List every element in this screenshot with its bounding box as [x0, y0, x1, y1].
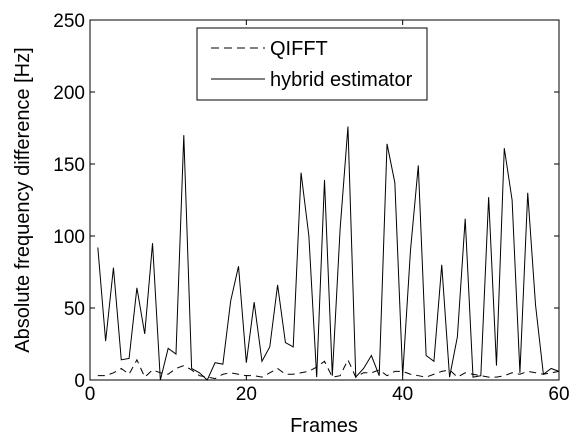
x-tick-label: 40	[392, 384, 413, 405]
plot-layer	[97, 126, 560, 381]
series-line-1	[97, 126, 560, 381]
axis-ticks: 0 20 40 60 0 50 100 150 200 250	[53, 11, 569, 405]
y-tick-label: 50	[64, 299, 85, 320]
legend-label-hybrid: hybrid estimator	[270, 69, 413, 91]
y-tick-label: 150	[53, 155, 85, 176]
x-tick-label: 0	[85, 384, 96, 405]
x-axis-label: Frames	[290, 415, 358, 437]
legend-box	[196, 27, 428, 101]
y-axis-label: Absolute frequency difference [Hz]	[12, 47, 34, 352]
y-tick-label: 100	[53, 227, 85, 248]
plot-area-frame	[89, 19, 560, 381]
x-tick-label: 60	[548, 384, 569, 405]
x-tick-label: 20	[236, 384, 257, 405]
y-tick-label: 0	[74, 371, 85, 392]
legend-label-qifft: QIFFT	[270, 38, 328, 60]
series-line-0	[97, 358, 560, 380]
y-tick-label: 250	[53, 11, 85, 32]
legend: QIFFT hybrid estimator	[196, 27, 428, 101]
y-tick-label: 200	[53, 83, 85, 104]
